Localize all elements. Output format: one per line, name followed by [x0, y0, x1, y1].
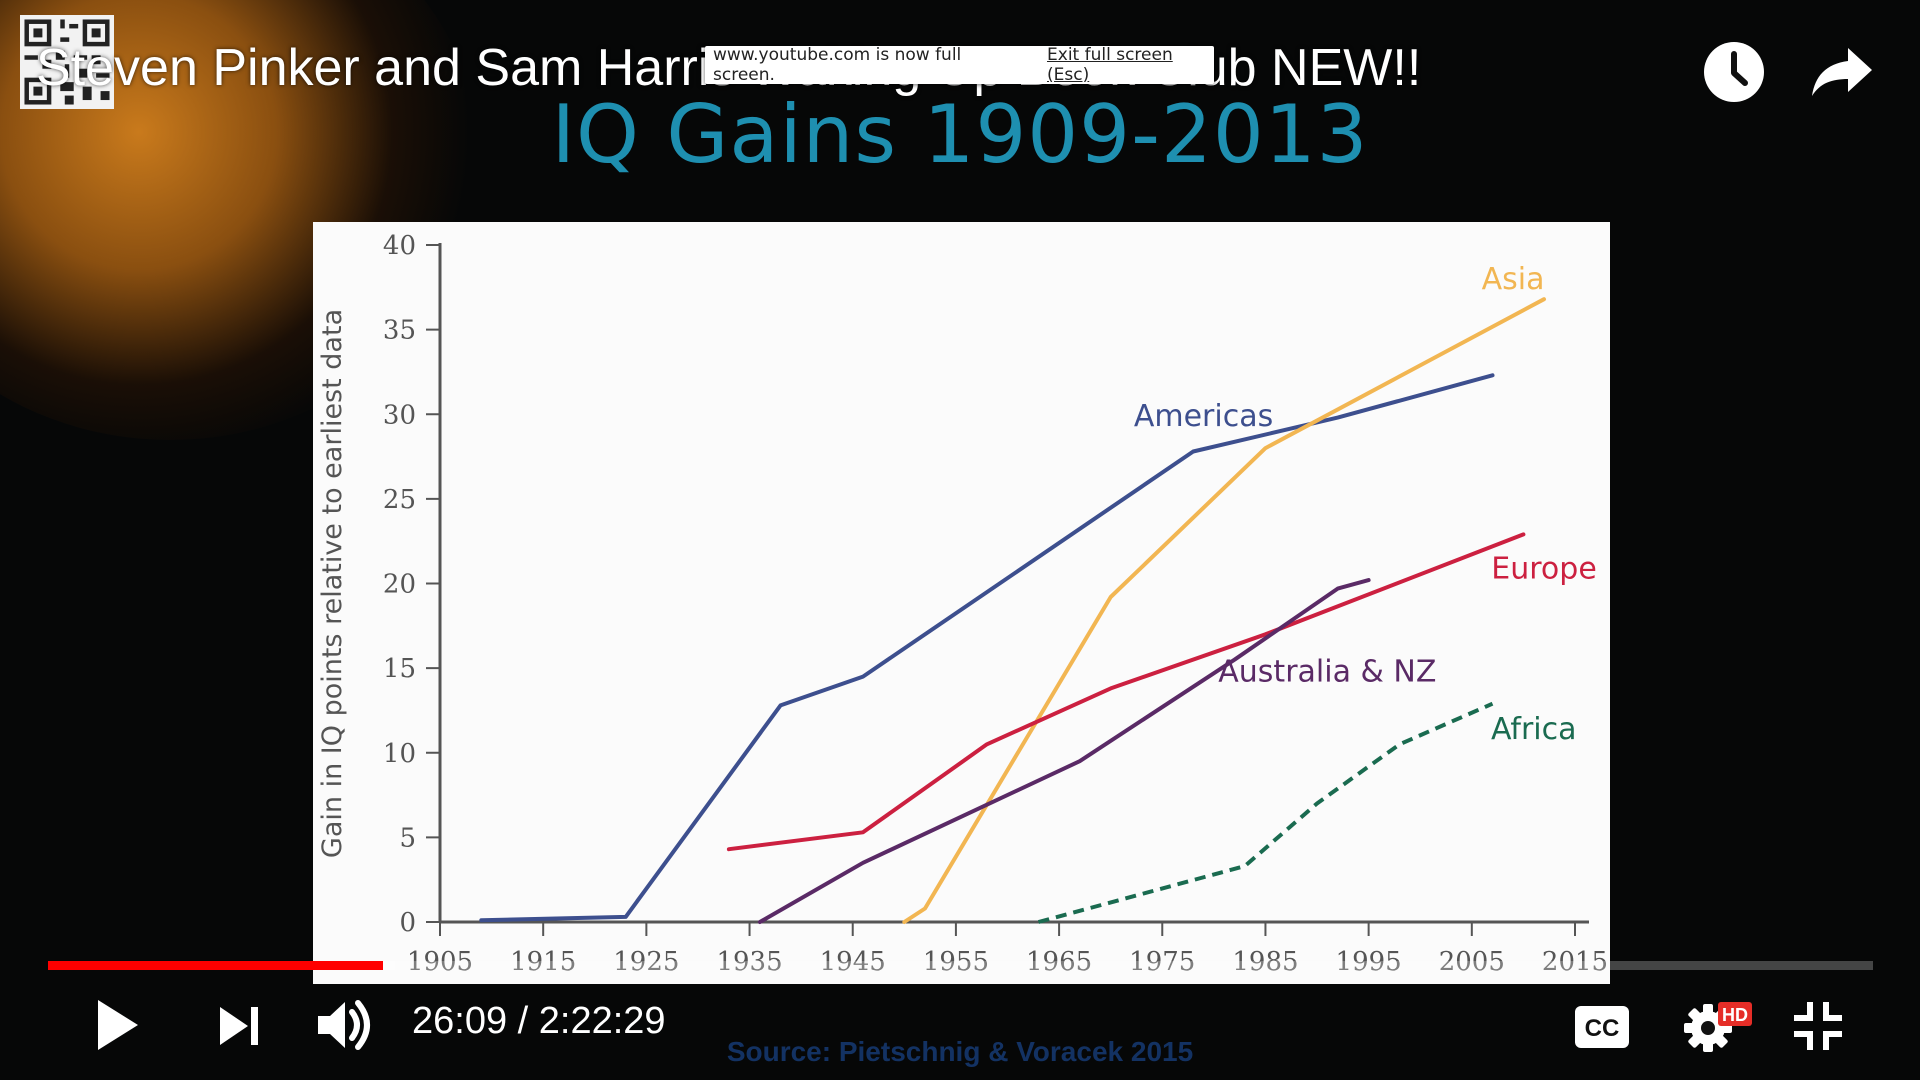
settings-icon[interactable]: HD — [1680, 998, 1756, 1054]
series-line-europe — [726, 532, 1526, 852]
next-icon[interactable] — [218, 1005, 262, 1047]
x-tick-label: 2015 — [1542, 947, 1608, 977]
x-tick-label: 1995 — [1336, 947, 1402, 977]
y-tick-label: 15 — [383, 654, 416, 684]
time-display: 26:09 / 2:22:29 — [412, 1000, 666, 1042]
play-icon[interactable] — [92, 996, 142, 1054]
slide-title: IQ Gains 1909-2013 — [551, 88, 1369, 181]
clock-icon[interactable] — [1700, 38, 1768, 106]
volume-icon[interactable] — [314, 994, 376, 1056]
series-label: Asia — [1482, 262, 1545, 297]
exit-fullscreen-link[interactable]: Exit full screen (Esc) — [1047, 45, 1173, 85]
y-tick-label: 5 — [399, 823, 416, 853]
x-tick-label: 1935 — [716, 947, 782, 977]
x-tick-label: 1905 — [407, 947, 473, 977]
y-tick-label: 25 — [383, 485, 416, 515]
hd-badge-label: HD — [1722, 1005, 1748, 1025]
series-line-australia-nz — [757, 578, 1371, 924]
series-label: Australia & NZ — [1218, 655, 1436, 690]
x-tick-label: 1945 — [820, 947, 886, 977]
qr-code-image — [20, 15, 114, 109]
hd-badge — [1718, 1002, 1752, 1026]
exit-fullscreen-icon[interactable] — [1792, 1000, 1844, 1052]
share-arrow-icon[interactable] — [1808, 38, 1876, 106]
y-tick-label: 0 — [399, 908, 416, 938]
x-tick-label: 2005 — [1439, 947, 1505, 977]
progress-bar[interactable] — [48, 961, 1873, 970]
captions-icon[interactable]: CC — [1574, 1005, 1630, 1049]
series-label: Africa — [1491, 712, 1577, 747]
y-axis-label: Gain in IQ points relative to earliest d… — [317, 309, 348, 858]
progress-played — [48, 961, 383, 970]
y-tick-label: 20 — [383, 570, 416, 600]
x-tick-label: 1915 — [510, 947, 576, 977]
iq-gains-chart: 1905 1915 1925 1935 1945 1955 1965 1975 1985 1995… — [317, 231, 1608, 977]
x-tick-label: 1985 — [1232, 947, 1298, 977]
x-tick-label: 1965 — [1026, 947, 1092, 977]
captions-label: CC — [1585, 1015, 1620, 1042]
fullscreen-message: www.youtube.com is now full screen. — [713, 45, 962, 85]
y-tick-label: 10 — [383, 739, 416, 769]
series-label: Europe — [1491, 551, 1597, 586]
y-tick-label: 40 — [383, 231, 416, 261]
slide-source: Source: Pietschnig & Voracek 2015 — [726, 1036, 1194, 1067]
y-tick-label: 30 — [383, 400, 416, 430]
series-line-africa — [1037, 701, 1494, 924]
series-line-americas — [479, 373, 1495, 923]
y-tick-label: 35 — [383, 316, 416, 346]
series-line-asia — [902, 297, 1546, 924]
fullscreen-notice: www.youtube.com is now full screen. Exit… — [705, 45, 1214, 85]
x-tick-label: 1975 — [1129, 947, 1195, 977]
x-tick-label: 1955 — [923, 947, 989, 977]
plot-panel — [313, 222, 1610, 984]
x-tick-label: 1925 — [613, 947, 679, 977]
series-label: Americas — [1134, 399, 1273, 434]
